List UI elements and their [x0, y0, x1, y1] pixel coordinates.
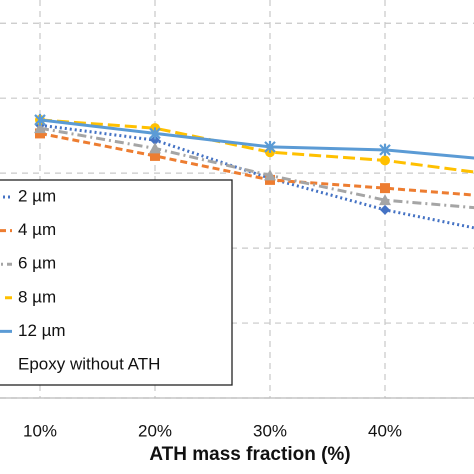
marker	[150, 135, 160, 146]
marker	[380, 204, 390, 215]
marker	[150, 150, 160, 161]
legend-label: 4 µm	[18, 220, 56, 239]
series-line	[39, 118, 474, 160]
legend-label: 6 µm	[18, 254, 56, 273]
marker	[264, 140, 276, 153]
legend-label: Epoxy without ATH	[18, 354, 160, 373]
legend-label: 8 µm	[18, 287, 56, 306]
marker	[380, 183, 390, 194]
marker	[34, 122, 46, 134]
marker	[149, 142, 161, 154]
marker	[264, 169, 276, 181]
x-tick-label: 10%	[23, 421, 57, 440]
marker	[379, 194, 391, 206]
marker	[379, 143, 391, 156]
x-axis-label: ATH mass fraction (%)	[149, 444, 350, 465]
legend-box	[0, 179, 233, 386]
legend-label: 12 µm	[18, 321, 66, 340]
x-tick-label: 40%	[368, 421, 402, 440]
x-tick-label: 20%	[138, 421, 172, 440]
legend: 2 µm 4 µm 6 µm 8 µm 12 µm Epoxy without ATH	[0, 179, 233, 386]
marker	[149, 127, 161, 140]
series-line	[39, 123, 474, 230]
marker	[35, 128, 45, 139]
marker	[380, 155, 390, 166]
legend-label: 2 µm	[18, 186, 56, 205]
x-tick-label: 30%	[253, 421, 287, 440]
marker	[34, 113, 46, 126]
